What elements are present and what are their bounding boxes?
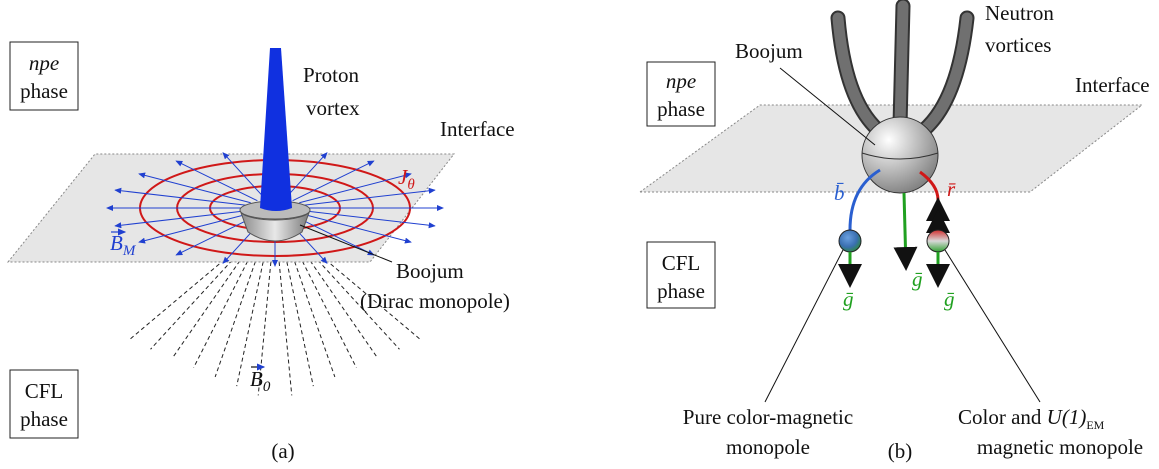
monopole-label: Pure color-magnetic xyxy=(683,405,853,429)
text: Color and xyxy=(958,405,1047,429)
flux-label: ḡ xyxy=(912,267,923,291)
bulk-field-line xyxy=(292,255,335,377)
bulk-field-line xyxy=(151,255,237,349)
boojum-sphere xyxy=(862,117,938,193)
box-label: phase xyxy=(657,279,705,303)
leader-line xyxy=(765,250,843,402)
box-label: CFL xyxy=(662,251,701,275)
figure: npe phase CFL phase Proton vortex Interf… xyxy=(0,0,1159,469)
box-label: phase xyxy=(20,407,68,431)
vortex-label: Neutron xyxy=(985,1,1054,25)
bulk-field-lines xyxy=(129,255,421,395)
vortex-label: vortices xyxy=(985,33,1051,57)
flux-label: b̄ xyxy=(834,181,845,205)
subscript: θ xyxy=(407,177,415,193)
vortex-label: Proton xyxy=(303,63,360,87)
flux-label: r̄ xyxy=(947,177,956,201)
box-label: npe xyxy=(666,69,696,93)
flux-label: ḡ xyxy=(843,287,854,311)
bulk-field-line xyxy=(299,255,356,368)
boojum-label: Boojum xyxy=(735,39,803,63)
green-flux xyxy=(904,193,906,268)
panel-a: npe phase CFL phase Proton vortex Interf… xyxy=(8,42,515,463)
panel-b: npe phase CFL phase Neutron vortices Boo… xyxy=(640,1,1150,463)
interface-label: Interface xyxy=(440,117,515,141)
caption: (b) xyxy=(888,439,913,463)
bulk-field-line xyxy=(215,255,258,377)
monopole-label: Color and U(1)EM xyxy=(958,405,1105,432)
flux-label: ḡ xyxy=(944,287,955,311)
monopole-label: monopole xyxy=(726,435,810,459)
symbol: U(1) xyxy=(1047,405,1087,429)
box-label: npe xyxy=(29,51,59,75)
bulk-field-line xyxy=(172,255,244,358)
monopole-left xyxy=(839,230,861,252)
box-label: phase xyxy=(20,79,68,103)
bulk-field-label: B0 xyxy=(250,367,271,395)
monopole-right xyxy=(927,230,949,252)
symbol: B xyxy=(110,231,123,255)
subscript: EM xyxy=(1086,418,1104,432)
caption: (a) xyxy=(271,439,294,463)
symbol: B xyxy=(250,367,263,391)
proton-vortex xyxy=(260,48,292,211)
bulk-field-line xyxy=(194,255,251,368)
subscript: 0 xyxy=(263,379,271,395)
boojum-label: (Dirac monopole) xyxy=(360,289,510,313)
leader-line xyxy=(945,250,1040,402)
boojum-label: Boojum xyxy=(396,259,464,283)
vortex-label: vortex xyxy=(306,96,360,120)
subscript: M xyxy=(122,243,137,259)
box-label: phase xyxy=(657,97,705,121)
interface-label: Interface xyxy=(1075,73,1150,97)
monopole-label: magnetic monopole xyxy=(977,435,1143,459)
box-label: CFL xyxy=(25,379,64,403)
neutron-vortices xyxy=(838,6,967,130)
